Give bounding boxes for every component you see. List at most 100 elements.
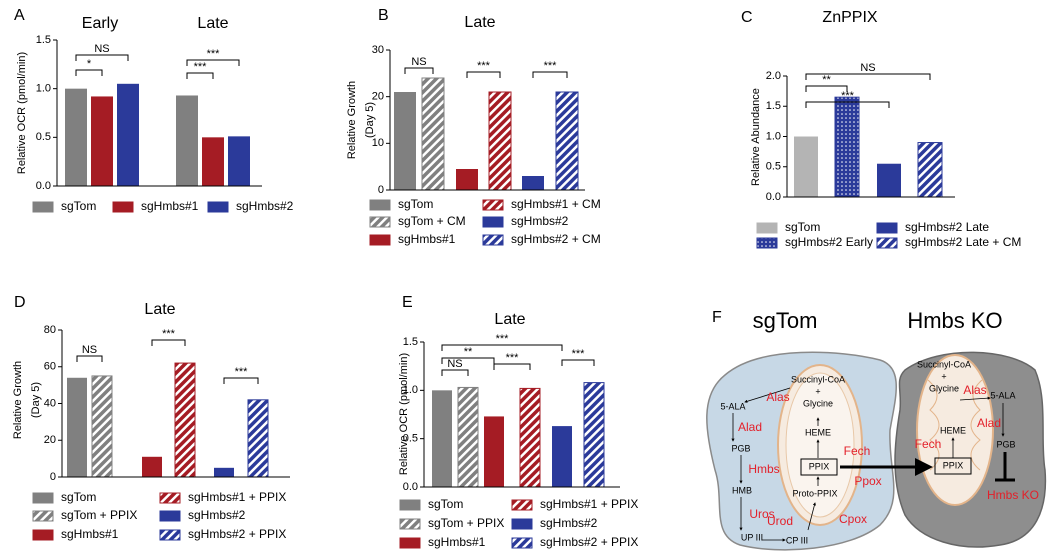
metabolite: + — [941, 371, 946, 381]
legend-label: sgHmbs#1 + PPIX — [540, 497, 638, 511]
panel-label: D — [14, 294, 26, 311]
y-tick-label: 0.5 — [766, 161, 781, 173]
enzyme: Cpox — [839, 512, 867, 526]
significance-label: *** — [841, 90, 855, 102]
bar — [519, 387, 541, 488]
significance-label: *** — [235, 366, 249, 378]
y-tick-label: 10 — [372, 137, 384, 149]
bar — [91, 96, 113, 186]
significance-label: *** — [477, 60, 491, 72]
legend-swatch — [32, 492, 54, 504]
chart-title: ZnPPIX — [822, 9, 877, 26]
bar — [794, 136, 818, 197]
bar — [456, 169, 478, 190]
pathway-diagram — [706, 351, 1047, 551]
metabolite: Proto-PPIX — [792, 488, 837, 498]
inhibition — [995, 452, 1015, 482]
bar — [67, 377, 87, 477]
panel-label: B — [378, 7, 389, 24]
metabolite: CP III — [786, 535, 808, 545]
y-tick-label: 0.0 — [766, 191, 781, 203]
bar — [834, 96, 860, 198]
metabolite: HEME — [940, 425, 966, 435]
legend-swatch — [369, 216, 391, 228]
metabolite: 5-ALA — [720, 401, 745, 411]
y-tick-label: 0 — [50, 471, 56, 483]
significance-bracket — [186, 59, 240, 66]
legend-label: sgTom — [61, 199, 96, 213]
y-tick-label: 0.5 — [403, 433, 418, 445]
panel-label: C — [741, 9, 753, 26]
legend-label: sgHmbs#2 — [540, 516, 598, 530]
legend-label: sgHmbs#1 — [141, 199, 199, 213]
bar — [202, 137, 224, 186]
y-axis-label: Relative OCR (pmol/min) — [16, 52, 28, 174]
significance-bracket — [441, 357, 495, 364]
enzyme: Fech — [915, 437, 942, 451]
legend-swatch — [482, 199, 504, 211]
y-tick-label: 0.5 — [36, 131, 51, 143]
legend-swatch — [511, 537, 533, 549]
enzyme: Alas — [766, 390, 789, 404]
legend-label: sgHmbs#2 — [511, 214, 569, 228]
category-label: Early — [82, 15, 118, 32]
panel-label: E — [402, 294, 413, 311]
significance-label: *** — [572, 348, 586, 360]
ppix-box — [800, 458, 838, 476]
legend-swatch — [32, 510, 54, 522]
legend-label: sgHmbs#2 + CM — [511, 232, 601, 246]
legend-label: sgHmbs#2 — [236, 199, 294, 213]
metabolite: Glycine — [803, 398, 833, 408]
legend-label: sgHmbs#1 — [428, 535, 486, 549]
significance-label: NS — [94, 43, 109, 55]
y-axis-label: (Day 5) — [364, 102, 376, 138]
bar — [484, 416, 504, 487]
significance-bracket — [805, 85, 848, 92]
y-tick-label: 1.0 — [403, 384, 418, 396]
chart-title: Late — [494, 311, 525, 328]
y-tick-label: 20 — [372, 91, 384, 103]
bar — [583, 382, 605, 488]
cell-title: sgTom — [753, 308, 818, 333]
legend-swatch — [32, 201, 54, 213]
enzyme: Alas — [963, 383, 986, 397]
chart-title: Late — [464, 14, 495, 31]
enzyme: Uros — [749, 507, 774, 521]
chart-title: Late — [144, 301, 175, 318]
y-axis-label: Relative Growth — [12, 361, 24, 439]
bar — [117, 83, 139, 186]
legend-label: sgTom — [785, 220, 820, 234]
legend-label: sgHmbs#2 — [188, 508, 246, 522]
legend-label: sgTom + CM — [398, 214, 466, 228]
metabolite: UP III — [741, 532, 763, 542]
bar — [457, 386, 479, 488]
significance-label: *** — [162, 328, 176, 340]
legend-label: sgHmbs#2 + PPIX — [540, 535, 638, 549]
bar — [522, 176, 544, 190]
metabolite: Glycine — [929, 383, 959, 393]
y-tick-label: 1.5 — [403, 336, 418, 348]
enzyme: Fech — [844, 444, 871, 458]
significance-bracket — [151, 339, 186, 346]
bar — [917, 142, 943, 198]
category-label: Late — [197, 15, 228, 32]
y-tick-label: 60 — [44, 361, 56, 373]
significance-bracket — [441, 369, 469, 376]
legend-swatch — [511, 499, 533, 511]
y-axis-label: Relative Abundance — [750, 88, 762, 186]
legend-label: sgTom + PPIX — [428, 516, 504, 530]
significance-label: *** — [506, 352, 520, 364]
significance-label: NS — [860, 62, 875, 74]
significance-label: NS — [82, 344, 97, 356]
metabolite: HMB — [732, 485, 752, 495]
bar — [214, 467, 234, 477]
bar — [174, 362, 196, 478]
y-tick-label: 1.5 — [36, 34, 51, 46]
y-axis-label: Relative Growth — [346, 81, 358, 159]
y-tick-label: 20 — [44, 434, 56, 446]
legend-label: sgHmbs#1 — [398, 232, 456, 246]
bar — [488, 91, 512, 191]
legend-swatch — [112, 201, 134, 213]
significance-label: *** — [194, 61, 208, 73]
